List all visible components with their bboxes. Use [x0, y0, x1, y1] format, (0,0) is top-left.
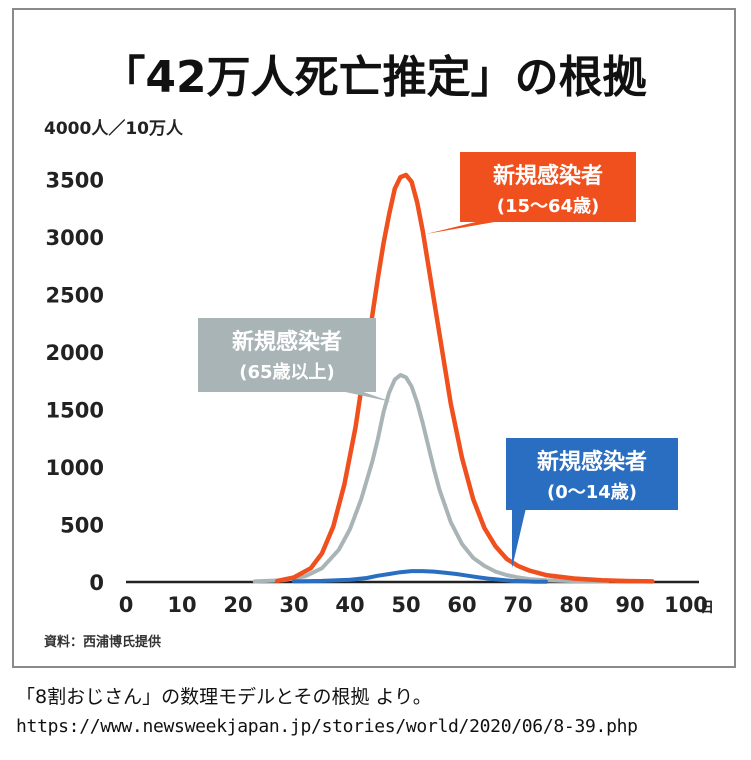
y-tick-label: 0	[89, 571, 104, 595]
callout-0-14: 新規感染者 (0〜14歳)	[506, 438, 678, 568]
callout-label-age: (15〜64歳)	[497, 196, 600, 217]
callout-box	[460, 152, 636, 222]
y-tick-labels: 0 500 1000 1500 2000 2500 3000 3500	[46, 169, 104, 596]
x-tick-label: 40	[335, 593, 364, 617]
callout-box	[506, 438, 678, 510]
callout-pointer	[336, 390, 392, 402]
x-tick-label: 0	[119, 593, 134, 617]
x-axis-unit: 日	[700, 600, 714, 616]
callout-65-plus: 新規感染者 (65歳以上)	[198, 318, 392, 402]
y-tick-label: 2000	[46, 341, 104, 365]
series-line-0-14	[292, 569, 548, 584]
x-tick-label: 90	[615, 593, 644, 617]
y-tick-label: 3000	[46, 226, 104, 250]
series-lines	[252, 172, 655, 584]
source-note: 資料：西浦博氏提供	[44, 634, 161, 650]
y-tick-label: 2500	[46, 284, 104, 308]
callout-label-title: 新規感染者	[232, 329, 342, 355]
callout-label-title: 新規感染者	[537, 449, 647, 475]
y-tick-label: 3500	[46, 169, 104, 193]
chart-figure: 「42万人死亡推定」の根拠 4000人／10万人 0 500 1000 1500 200…	[12, 8, 736, 668]
y-tick-label: 1500	[46, 399, 104, 423]
chart-title: 「42万人死亡推定」の根拠	[101, 52, 647, 103]
callout-label-age: (65歳以上)	[239, 362, 335, 383]
x-tick-label: 70	[503, 593, 532, 617]
callout-label-age: (0〜14歳)	[547, 482, 637, 503]
x-tick-label: 20	[223, 593, 252, 617]
series-line-65-plus	[252, 373, 610, 584]
x-tick-labels: 0 10 20 30 40 50 60 70 80 90 100	[119, 593, 708, 617]
callout-pointer	[426, 220, 506, 234]
callout-15-64: 新規感染者 (15〜64歳)	[426, 152, 636, 234]
caption-text: 「8割おじさん」の数理モデルとその根拠 より。	[16, 686, 432, 708]
callout-pointer	[512, 508, 526, 568]
x-tick-label: 100	[664, 593, 708, 617]
x-tick-label: 10	[167, 593, 196, 617]
callout-box	[198, 318, 376, 392]
series-callouts: 新規感染者 (15〜64歳) 新規感染者 (65歳以上) 新規感染者 (0〜14歳)	[198, 152, 678, 568]
caption-url: https://www.newsweekjapan.jp/stories/wor…	[16, 716, 638, 737]
y-axis-label: 4000人／10万人	[44, 118, 184, 139]
y-tick-label: 500	[60, 514, 104, 538]
x-tick-label: 50	[391, 593, 420, 617]
y-tick-label: 1000	[46, 456, 104, 480]
x-tick-label: 30	[279, 593, 308, 617]
x-tick-label: 60	[447, 593, 476, 617]
x-tick-label: 80	[559, 593, 588, 617]
series-line-15-64	[274, 172, 655, 584]
callout-label-title: 新規感染者	[493, 163, 603, 189]
chart-svg: 「42万人死亡推定」の根拠 4000人／10万人 050010001500200…	[44, 52, 714, 650]
